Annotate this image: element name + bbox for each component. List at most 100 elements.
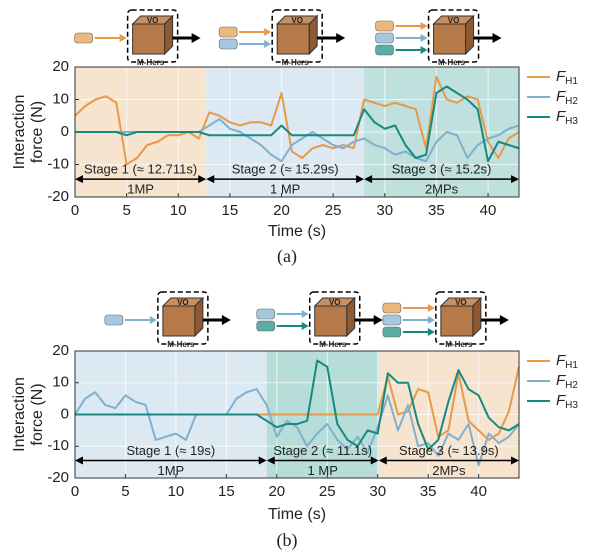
stage-sublabel: 1 MP [270, 182, 300, 197]
box-label: VO [455, 298, 467, 307]
box-caption: M-Hers [319, 340, 347, 349]
box-label: VO [329, 298, 341, 307]
box-label: VO [291, 16, 303, 25]
legend-subscript: H1 [565, 76, 578, 87]
agent [218, 26, 238, 38]
axes-frame [74, 66, 520, 198]
stage-label: Stage 1 (≈ 19s) [126, 443, 215, 458]
agent-head [420, 22, 428, 30]
x-tick-label: 15 [222, 202, 239, 219]
y-axis-label: Interaction [11, 377, 28, 452]
stage-label: Stage 1 (≈ 12.711s) [84, 162, 197, 177]
y-tick-label: -10 [47, 155, 69, 172]
agent-head [264, 40, 272, 48]
stage-sublabel: 1MP [127, 182, 154, 197]
stage-label: Stage 2 (≈ 15.29s) [232, 162, 339, 177]
series-line [75, 359, 520, 451]
icon-dashed [308, 291, 361, 345]
x-tick-label: 30 [376, 202, 393, 219]
x-tick-label: 5 [122, 202, 130, 219]
legend-label: FH1 [556, 68, 578, 87]
agent-head [420, 34, 428, 42]
x-axis-label: Time (s) [268, 223, 326, 240]
stage-sublabel: 2MPs [425, 182, 459, 197]
legend-label: FH2 [556, 88, 578, 107]
y-tick-label: -20 [47, 188, 69, 205]
box-caption: M-Hers [282, 58, 310, 67]
icon-dashed [427, 9, 480, 63]
series-line [74, 75, 520, 166]
legend-label: FH3 [556, 108, 578, 127]
legend-symbol: F [556, 372, 566, 389]
legend-subscript: H1 [565, 360, 578, 371]
cube-front [440, 305, 474, 337]
agent [375, 20, 394, 32]
icon-dashed [271, 9, 323, 63]
agent-head [119, 34, 127, 42]
agent [256, 308, 276, 320]
x-tick-label: 20 [268, 483, 285, 500]
push-head [499, 315, 509, 325]
legend-symbol: F [556, 392, 566, 409]
x-tick-label: 20 [273, 202, 290, 219]
stage-sublabel: 1 MP [308, 463, 338, 478]
x-tick-label: 35 [420, 483, 437, 500]
x-tick-label: 0 [71, 483, 79, 500]
x-tick-label: 0 [71, 202, 79, 219]
y-tick-label: -10 [47, 437, 69, 454]
legend-label: FH2 [556, 372, 578, 391]
agent-head [420, 46, 428, 54]
legend-symbol: F [556, 108, 566, 125]
x-tick-label: 15 [218, 483, 235, 500]
x-axis-label: Time (s) [268, 506, 326, 523]
legend-label: FH3 [556, 392, 578, 411]
icon-dashed [435, 291, 487, 345]
y-tick-label: 10 [52, 374, 69, 391]
agent-head [427, 328, 435, 336]
series-line [74, 388, 520, 467]
stage-label: Stage 2 (≈ 11.1s) [273, 443, 372, 458]
box-label: VO [147, 16, 159, 25]
push-head [373, 315, 383, 325]
y-tick-label: -20 [47, 469, 69, 486]
box-caption: M-Hers [167, 340, 195, 349]
agent [104, 314, 124, 326]
box-caption: M-Hers [137, 58, 165, 67]
legend-subscript: H3 [565, 116, 578, 127]
agent-head [427, 316, 435, 324]
cube-front [433, 23, 467, 55]
agent [382, 302, 402, 314]
agent [375, 44, 394, 56]
push-head [336, 33, 346, 43]
x-tick-label: 30 [369, 483, 386, 500]
axes-frame [74, 350, 520, 479]
agent-head [149, 316, 157, 324]
y-tick-label: 20 [52, 342, 69, 359]
y-tick-label: 0 [61, 123, 69, 140]
push-head [221, 315, 231, 325]
legend-symbol: F [556, 68, 566, 85]
caption: (b) [277, 530, 298, 551]
series-line [75, 85, 520, 163]
x-tick-label: 25 [325, 202, 342, 219]
x-tick-label: 25 [319, 483, 336, 500]
caption: (a) [277, 246, 297, 267]
agent [74, 32, 93, 44]
box-label: VO [448, 16, 460, 25]
box-caption: M-Hers [438, 58, 466, 67]
legend-symbol: F [556, 88, 566, 105]
stage-label: Stage 3 (≈ 13.9s) [399, 443, 499, 458]
legend-subscript: H2 [565, 380, 578, 391]
push-head [191, 33, 201, 43]
box-label: VO [177, 298, 189, 307]
y-axis-label: force (N) [29, 383, 46, 445]
agent-head [301, 310, 309, 318]
legend-symbol: F [556, 352, 566, 369]
x-tick-label: 5 [121, 483, 129, 500]
y-axis-label: force (N) [29, 101, 46, 163]
cube-front [132, 23, 166, 55]
x-tick-label: 35 [428, 202, 445, 219]
x-tick-label: 10 [170, 202, 187, 219]
icon-dashed [126, 9, 179, 63]
